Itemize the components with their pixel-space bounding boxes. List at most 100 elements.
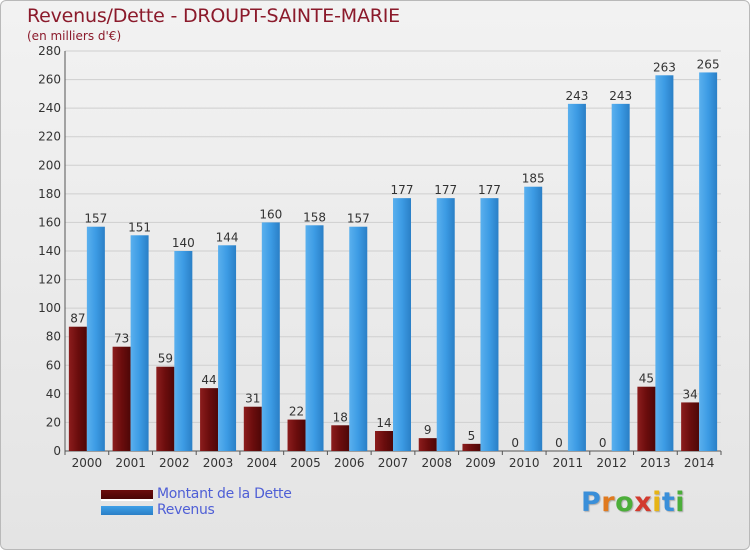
bar-revenue	[393, 198, 411, 451]
x-tick-label: 2001	[115, 456, 146, 470]
bar-debt	[287, 419, 306, 451]
data-label-revenue: 243	[565, 89, 588, 103]
bar-revenue	[567, 103, 586, 451]
bar-debt	[156, 366, 175, 451]
data-label-debt: 22	[289, 405, 304, 419]
chart-subtitle: (en milliers d'€)	[27, 29, 122, 43]
bar-debt	[331, 425, 350, 451]
data-label-debt: 0	[599, 436, 607, 450]
y-tick-label: 140	[38, 244, 61, 258]
bar-revenue	[699, 72, 718, 451]
y-tick-label: 160	[38, 215, 61, 229]
legend-swatch-revenue	[101, 506, 153, 515]
bar-debt	[681, 402, 700, 451]
data-label-revenue: 185	[522, 172, 545, 186]
data-label-revenue: 263	[653, 60, 676, 74]
y-tick-label: 100	[38, 301, 61, 315]
bar-revenue	[174, 251, 193, 451]
y-tick-label: 40	[46, 387, 61, 401]
bar-revenue	[86, 226, 105, 451]
x-tick-label: 2012	[596, 456, 627, 470]
bar-revenue	[130, 235, 149, 451]
x-tick-label: 2009	[465, 456, 496, 470]
x-tick-label: 2008	[421, 456, 452, 470]
y-tick-label: 280	[38, 44, 61, 58]
logo-letter: o	[615, 487, 635, 518]
y-tick-label: 200	[38, 158, 61, 172]
y-tick-label: 20	[46, 415, 61, 429]
bar-revenue	[611, 103, 630, 451]
data-label-debt: 34	[682, 387, 697, 401]
bar-debt	[375, 431, 393, 451]
x-tick-label: 2014	[684, 456, 715, 470]
data-label-revenue: 157	[347, 212, 370, 226]
legend-label-revenue: Revenus	[157, 502, 215, 518]
bar-revenue	[436, 198, 455, 451]
bar-revenue	[524, 186, 543, 451]
data-label-revenue: 160	[259, 207, 282, 221]
bar-debt	[200, 388, 219, 451]
data-label-debt: 0	[555, 436, 563, 450]
logo-letter: i	[675, 487, 686, 518]
bar-revenue	[218, 245, 237, 451]
data-label-debt: 31	[245, 392, 260, 406]
y-tick-label: 0	[53, 444, 61, 458]
y-tick-label: 120	[38, 273, 61, 287]
logo-letter: r	[601, 487, 616, 518]
data-label-debt: 18	[333, 410, 348, 424]
data-label-revenue: 177	[391, 183, 414, 197]
data-label-revenue: 144	[216, 230, 239, 244]
x-tick-label: 2011	[553, 456, 584, 470]
bar-revenue	[261, 222, 280, 451]
data-label-debt: 0	[511, 436, 519, 450]
x-tick-label: 2003	[203, 456, 234, 470]
logo-letter: i	[652, 487, 662, 518]
x-tick-label: 2007	[378, 456, 409, 470]
data-label-revenue: 140	[172, 236, 195, 250]
logo-letter: t	[661, 487, 676, 518]
proxiti-logo: Proxiti	[581, 487, 685, 518]
data-label-revenue: 243	[609, 89, 632, 103]
legend-label-debt: Montant de la Dette	[157, 486, 292, 502]
data-label-revenue: 177	[434, 183, 457, 197]
data-label-debt: 44	[201, 373, 216, 387]
data-label-revenue: 151	[128, 220, 151, 234]
chart-title: Revenus/Dette - DROUPT-SAINTE-MARIE	[27, 5, 400, 27]
data-label-revenue: 177	[478, 183, 501, 197]
logo-letter: P	[581, 487, 602, 518]
bar-debt	[243, 406, 262, 451]
y-tick-label: 260	[38, 73, 61, 87]
bar-debt	[418, 438, 437, 451]
data-label-debt: 9	[424, 423, 432, 437]
bar-debt	[637, 386, 656, 451]
y-tick-label: 240	[38, 101, 61, 115]
bar-revenue	[305, 225, 324, 451]
y-tick-label: 80	[46, 330, 61, 344]
x-tick-label: 2005	[290, 456, 321, 470]
data-label-debt: 73	[114, 332, 129, 346]
bar-revenue	[480, 198, 499, 451]
y-tick-label: 220	[38, 130, 61, 144]
data-label-revenue: 157	[84, 212, 107, 226]
bar-revenue	[655, 75, 674, 452]
data-label-revenue: 158	[303, 210, 326, 224]
bar-debt	[462, 443, 481, 451]
x-tick-label: 2010	[509, 456, 540, 470]
bar-revenue	[349, 226, 368, 451]
data-label-debt: 45	[639, 372, 654, 386]
data-label-debt: 14	[376, 416, 391, 430]
x-tick-label: 2002	[159, 456, 190, 470]
logo-letter: x	[634, 487, 653, 518]
data-label-debt: 87	[70, 312, 85, 326]
x-tick-label: 2004	[247, 456, 278, 470]
data-label-debt: 5	[468, 429, 476, 443]
bar-debt	[68, 326, 87, 451]
data-label-revenue: 265	[697, 57, 720, 71]
x-tick-label: 2006	[334, 456, 365, 470]
y-tick-label: 180	[38, 187, 61, 201]
data-label-debt: 59	[158, 352, 173, 366]
bar-debt	[112, 346, 131, 451]
x-tick-label: 2013	[640, 456, 671, 470]
